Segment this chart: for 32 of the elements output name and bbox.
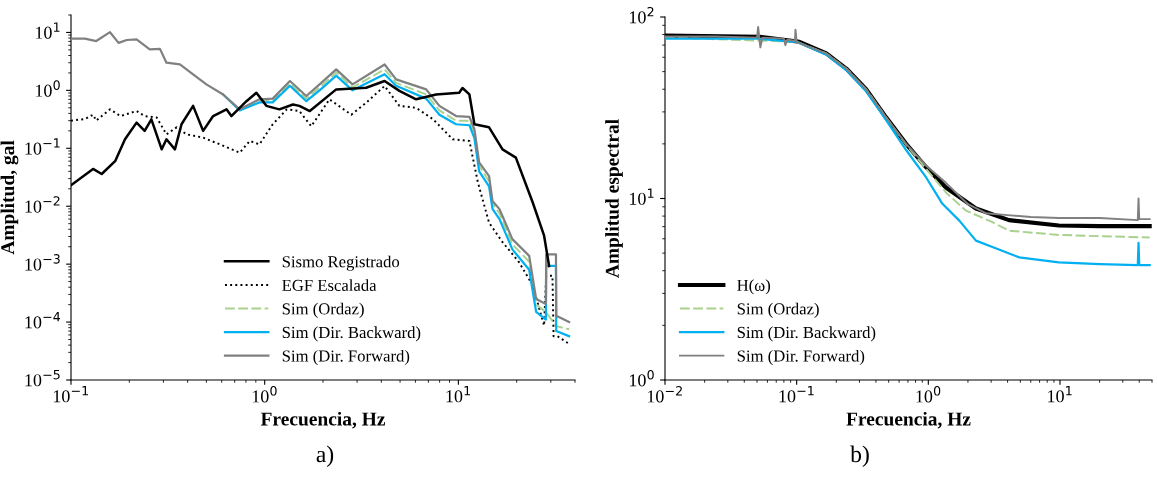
text: b) bbox=[850, 445, 869, 467]
y-tick-label: 10$^{1}$ bbox=[35, 22, 60, 39]
y-axis-title: Amplitud, gal bbox=[0, 140, 19, 255]
y-tick-label: 10$^{1}$ bbox=[629, 188, 654, 205]
legend-label: EGF Escalada bbox=[282, 279, 377, 291]
x-tick-label: 10$^{1}$ bbox=[446, 386, 471, 403]
y-tick-label: 10$^{−5}$ bbox=[25, 370, 60, 387]
legend-label: H(ω) bbox=[737, 279, 771, 295]
x-tick-label: 10$^{0}$ bbox=[916, 386, 941, 403]
legend-label: Sim (Dir. Backward) bbox=[737, 326, 876, 342]
legend-label: Sim (Dir. Backward) bbox=[282, 326, 421, 342]
y-tick-label: 10$^{−2}$ bbox=[25, 196, 60, 213]
y-tick-label: 10$^{0}$ bbox=[629, 369, 654, 387]
y-tick-label: 10$^{0}$ bbox=[35, 80, 60, 97]
legend-label: Sim (Ordaz) bbox=[282, 302, 364, 318]
x-tick-label: 10$^{−1}$ bbox=[53, 386, 89, 403]
x-axis-title: Frecuencia, Hz bbox=[846, 411, 971, 429]
x-tick-label: 10$^{−2}$ bbox=[647, 386, 682, 403]
y-tick-label: 10$^{2}$ bbox=[629, 6, 654, 24]
text: a) bbox=[316, 445, 334, 467]
x-tick-label: 10$^{1}$ bbox=[1048, 386, 1072, 403]
x-tick-label: 10$^{−1}$ bbox=[779, 386, 814, 403]
y-tick-label: 10$^{−1}$ bbox=[25, 138, 60, 155]
x-axis-title: Frecuencia, Hz bbox=[260, 411, 386, 429]
legend-label: Sismo Registrado bbox=[282, 255, 400, 271]
legend-label: Sim (Dir. Forward) bbox=[282, 349, 410, 365]
y-tick-label: 10$^{−3}$ bbox=[25, 254, 60, 271]
x-tick-label: 10$^{0}$ bbox=[252, 386, 277, 403]
legend-label: Sim (Dir. Forward) bbox=[737, 349, 865, 365]
legend-label: Sim (Ordaz) bbox=[737, 302, 819, 318]
y-axis-title: Amplitud espectral bbox=[605, 119, 623, 278]
y-tick-label: 10$^{−4}$ bbox=[25, 312, 61, 329]
